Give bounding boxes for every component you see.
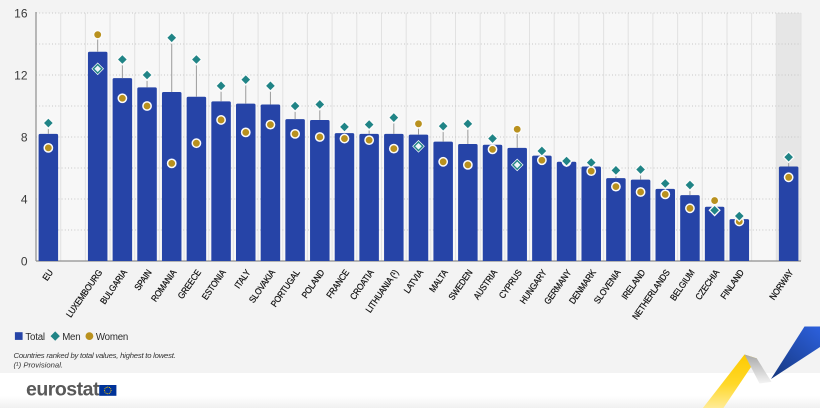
svg-text:(¹) Provisional.: (¹) Provisional. — [14, 361, 64, 370]
svg-text:16: 16 — [14, 7, 28, 21]
svg-text:Women: Women — [96, 332, 128, 343]
svg-text:12: 12 — [14, 69, 28, 83]
svg-text:0: 0 — [21, 255, 28, 269]
svg-text:Men: Men — [62, 332, 80, 343]
svg-text:eurostat: eurostat — [26, 378, 100, 400]
svg-text:Countries ranked by total valu: Countries ranked by total values, highes… — [14, 351, 176, 360]
svg-text:4: 4 — [21, 193, 28, 207]
svg-text:Total: Total — [25, 332, 45, 343]
svg-text:8: 8 — [21, 131, 28, 145]
svg-text:EU: EU — [40, 268, 55, 283]
